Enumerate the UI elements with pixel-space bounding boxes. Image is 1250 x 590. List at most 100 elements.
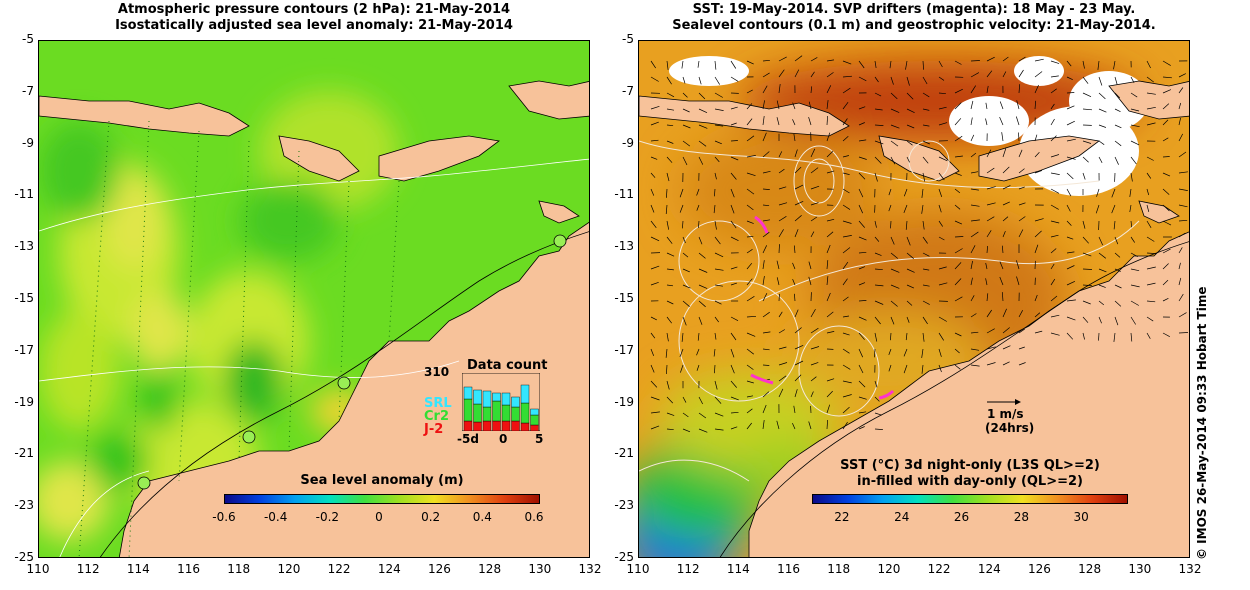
velocity-vector xyxy=(890,140,899,147)
velocity-vector xyxy=(1082,172,1086,180)
velocity-vector xyxy=(842,421,848,430)
velocity-vector xyxy=(970,260,973,270)
velocity-vector xyxy=(986,245,988,254)
velocity-vector xyxy=(1095,204,1100,214)
velocity-vector xyxy=(1113,220,1116,230)
velocity-vector xyxy=(666,156,673,163)
velocity-vector xyxy=(858,300,867,302)
velocity-vector xyxy=(826,231,834,238)
data-count-xtick-5: 5 xyxy=(535,432,544,446)
velocity-vector xyxy=(1114,140,1122,147)
left-lon-tick: 116 xyxy=(177,562,200,576)
velocity-vector xyxy=(1034,218,1044,222)
velocity-vector xyxy=(746,135,755,142)
velocity-vector xyxy=(986,216,995,222)
velocity-vector xyxy=(762,293,768,302)
velocity-vector xyxy=(1066,220,1072,226)
velocity-vector xyxy=(938,364,942,373)
velocity-vector xyxy=(714,124,724,127)
sla-colorbar-tick: -0.2 xyxy=(315,510,340,524)
velocity-vector xyxy=(1146,204,1150,212)
velocity-vector xyxy=(970,72,980,78)
velocity-vector xyxy=(903,188,908,197)
velocity-vector xyxy=(1050,204,1059,210)
velocity-vector xyxy=(810,57,818,62)
velocity-vector xyxy=(762,231,770,238)
velocity-vector xyxy=(650,364,655,373)
velocity-vector xyxy=(808,116,812,126)
velocity-vector xyxy=(842,406,850,414)
velocity-vector xyxy=(730,204,735,214)
velocity-vector xyxy=(922,236,928,244)
velocity-vector xyxy=(714,396,722,404)
velocity-vector xyxy=(858,172,866,180)
velocity-vector xyxy=(970,313,977,318)
velocity-vector xyxy=(1018,310,1024,318)
velocity-vector xyxy=(1114,92,1121,99)
velocity-vector xyxy=(1050,234,1059,238)
velocity-vector xyxy=(730,188,735,198)
velocity-vector xyxy=(776,260,780,270)
velocity-vector xyxy=(1082,60,1085,69)
velocity-vector xyxy=(762,331,771,334)
velocity-vector xyxy=(858,139,867,142)
velocity-vector xyxy=(888,188,892,196)
velocity-vector xyxy=(650,425,660,430)
velocity-vector xyxy=(1016,100,1020,110)
velocity-vector xyxy=(794,215,802,222)
velocity-vector xyxy=(746,380,754,384)
velocity-vector xyxy=(970,219,980,222)
velocity-vector xyxy=(954,348,960,354)
left-title-line1: Atmospheric pressure contours (2 hPa): 2… xyxy=(117,2,511,17)
velocity-vector xyxy=(922,220,925,230)
velocity-vector xyxy=(808,101,812,110)
velocity-vector xyxy=(970,245,976,254)
left-lat-tick: -15 xyxy=(14,291,34,305)
velocity-vector xyxy=(1082,76,1089,84)
velocity-vector xyxy=(1162,220,1172,226)
velocity-vector xyxy=(778,151,783,158)
velocity-vector xyxy=(1146,76,1155,83)
velocity-vector xyxy=(682,220,684,229)
velocity-vector xyxy=(1082,316,1089,323)
velocity-vector xyxy=(730,282,738,286)
right-lon-tick: 130 xyxy=(1128,562,1152,576)
velocity-vector xyxy=(1130,140,1140,146)
velocity-vector xyxy=(938,236,945,241)
data-count-bar xyxy=(511,396,520,408)
right-lon-tick: 112 xyxy=(676,562,700,576)
velocity-vector xyxy=(1178,277,1182,286)
velocity-vector xyxy=(698,268,708,273)
velocity-vector xyxy=(762,151,770,158)
sst-geostrophic-vectors xyxy=(650,55,1189,433)
velocity-vector xyxy=(1002,216,1009,222)
velocity-vector xyxy=(778,244,780,254)
velocity-vector xyxy=(1066,105,1075,110)
velocity-vector xyxy=(970,117,973,126)
data-count-xtick-minus5d: -5d xyxy=(457,432,479,446)
velocity-vector xyxy=(1178,188,1188,191)
velocity-vector xyxy=(1162,172,1171,177)
velocity-vector xyxy=(666,396,674,404)
data-count-legend-srl: SRL xyxy=(424,396,452,411)
velocity-vector xyxy=(650,121,659,126)
sst-colorbar-title-line1: SST (°C) 3d night-only (L3S QL>=2) xyxy=(840,458,1100,473)
velocity-vector xyxy=(666,268,674,271)
velocity-vector xyxy=(778,229,784,238)
velocity-vector xyxy=(1162,76,1172,79)
data-count-bar xyxy=(492,420,501,431)
sla-colorbar-title: Sea level anomaly (m) xyxy=(300,473,464,488)
velocity-vector xyxy=(746,422,752,430)
velocity-vector xyxy=(746,118,753,126)
left-lon-tick: 132 xyxy=(578,562,602,576)
left-lon-tick: 126 xyxy=(428,562,451,576)
velocity-vector xyxy=(999,276,1004,286)
velocity-vector xyxy=(1178,262,1181,270)
data-count-bar xyxy=(530,424,539,431)
velocity-vector xyxy=(890,268,900,273)
velocity-vector xyxy=(826,378,835,382)
right-lat-tick: -5 xyxy=(622,32,634,46)
velocity-vector xyxy=(1066,332,1074,340)
velocity-vector xyxy=(666,76,672,85)
velocity-vector xyxy=(776,100,780,110)
